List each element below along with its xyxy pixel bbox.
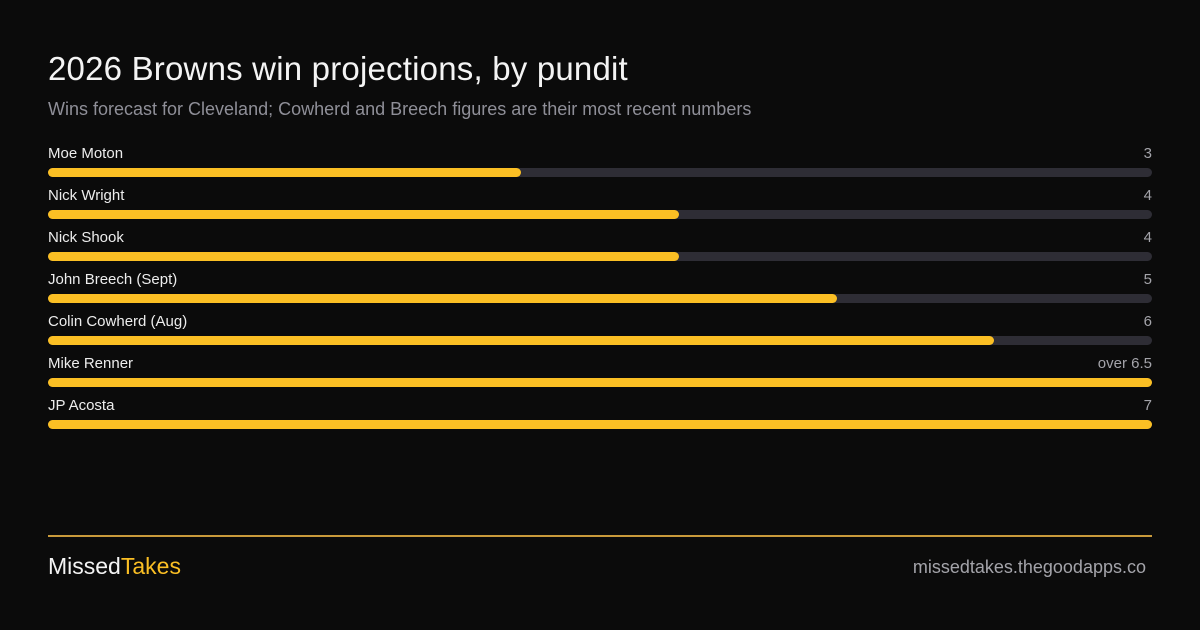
- bar-track: [48, 294, 1152, 303]
- value-label: 7: [1143, 397, 1152, 414]
- bar-row: JP Acosta 7: [48, 395, 1152, 437]
- bar-row: Mike Renner over 6.5: [48, 353, 1152, 395]
- chart-subtitle: Wins forecast for Cleveland; Cowherd and…: [48, 99, 752, 119]
- value-label: 3: [1143, 145, 1152, 162]
- chart-title: 2026 Browns win projections, by pundit: [48, 50, 628, 87]
- category-label: John Breech (Sept): [48, 271, 178, 288]
- category-label: Nick Shook: [48, 229, 124, 246]
- bar-track: [48, 420, 1152, 429]
- brand-logo-part1: Missed: [48, 553, 121, 579]
- bar-track: [48, 378, 1152, 387]
- category-label: Colin Cowherd (Aug): [48, 313, 188, 330]
- bar-row: Moe Moton 3: [48, 143, 1152, 185]
- bar-chart: Moe Moton 3 Nick Wright 4 Nick Shook 4 John Br…: [48, 143, 1152, 437]
- category-label: Nick Wright: [48, 187, 125, 204]
- bar-row: Nick Shook 4: [48, 227, 1152, 269]
- category-label: Mike Renner: [48, 355, 134, 372]
- bar-track: [48, 252, 1152, 261]
- value-label: over 6.5: [1097, 355, 1152, 372]
- category-label: JP Acosta: [48, 397, 115, 414]
- bar: [48, 420, 1152, 429]
- bar-row: Colin Cowherd (Aug) 6: [48, 311, 1152, 353]
- bar: [48, 294, 837, 303]
- value-label: 5: [1143, 271, 1152, 288]
- bar: [48, 378, 1152, 387]
- bar-row: Nick Wright 4: [48, 185, 1152, 227]
- bar-row: John Breech (Sept) 5: [48, 269, 1152, 311]
- site-url: missedtakes.thegoodapps.co: [912, 557, 1146, 577]
- value-label: 4: [1143, 187, 1152, 204]
- bar-track: [48, 210, 1152, 219]
- bar: [48, 210, 679, 219]
- value-label: 4: [1143, 229, 1152, 246]
- value-label: 6: [1143, 313, 1152, 330]
- bar-track: [48, 336, 1152, 345]
- brand-logo: MissedTakes: [48, 553, 181, 580]
- bar: [48, 168, 522, 177]
- bar: [48, 252, 679, 261]
- category-label: Moe Moton: [48, 145, 124, 162]
- bar: [48, 336, 995, 345]
- footer-divider: [48, 535, 1152, 537]
- bar-track: [48, 168, 1152, 177]
- brand-logo-part2: Takes: [120, 553, 181, 579]
